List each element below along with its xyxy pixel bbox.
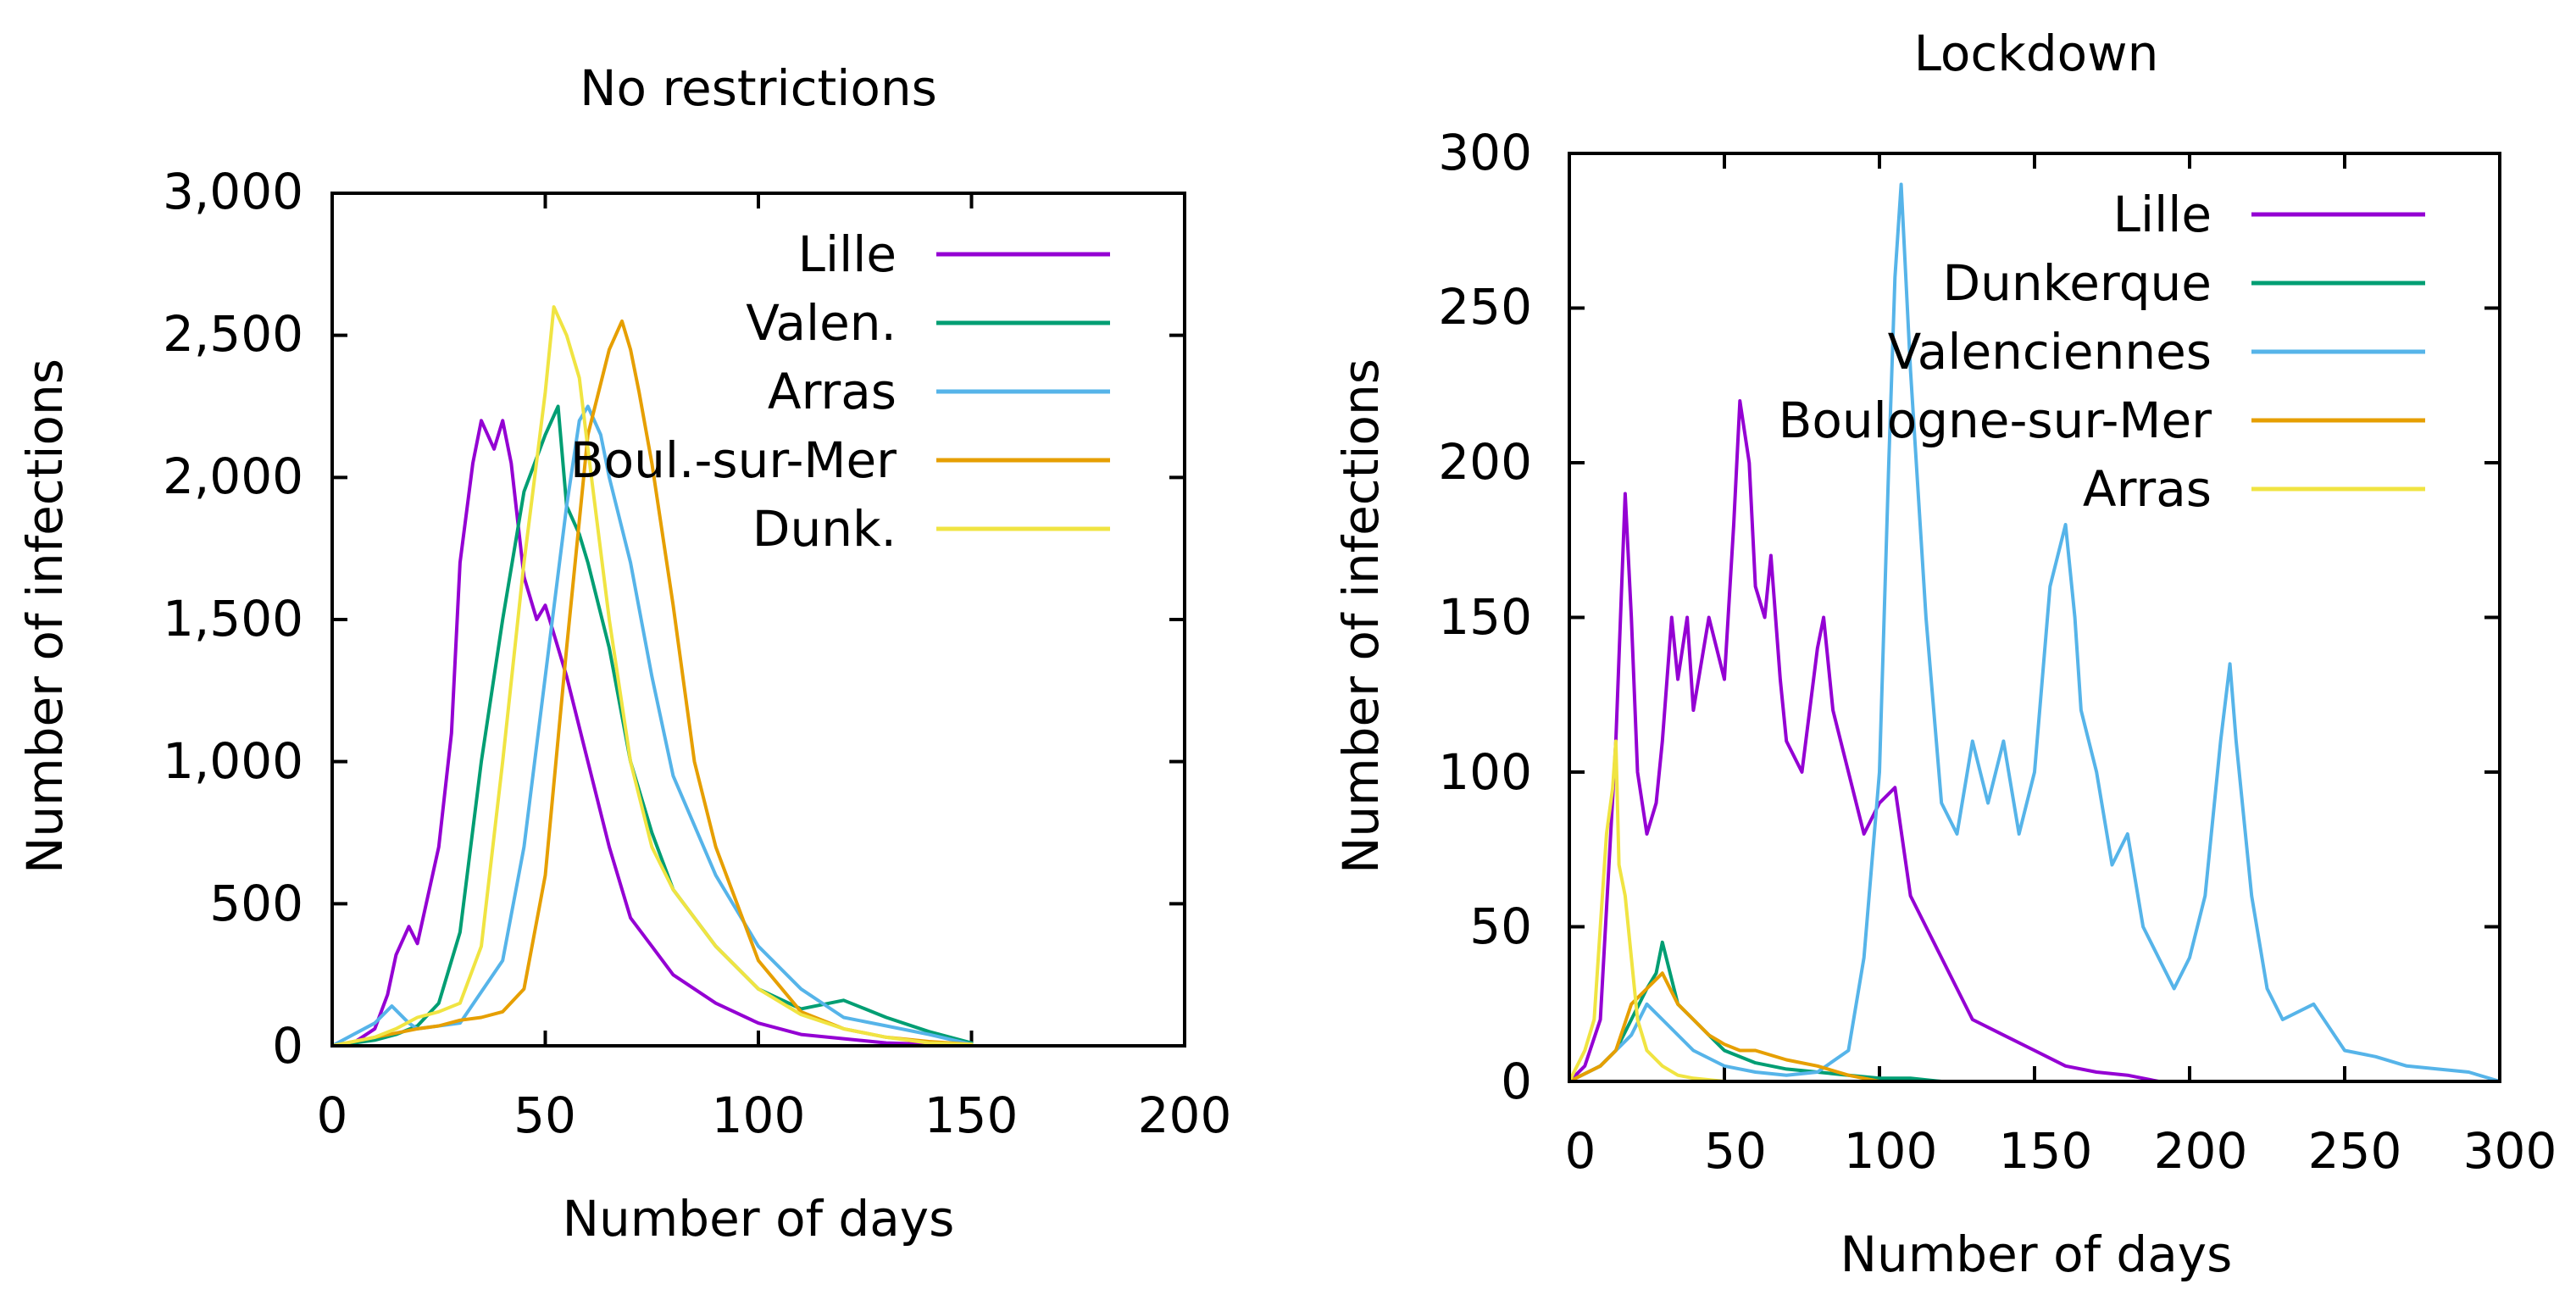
x-tick-label: 200 bbox=[1138, 1086, 1232, 1144]
plot-frame bbox=[330, 192, 1186, 1048]
y-tick-label: 2,500 bbox=[163, 305, 303, 363]
x-tick-label: 300 bbox=[2463, 1122, 2557, 1180]
y-tick-label: 1,500 bbox=[163, 590, 303, 647]
x-tick-label: 150 bbox=[924, 1086, 1019, 1144]
y-ticks: 0 50 100 150 200 250 300 bbox=[1438, 124, 1532, 1110]
x-tick-label: 150 bbox=[1999, 1122, 2093, 1180]
series-line-arras bbox=[1568, 739, 1757, 1083]
x-tick-label: 100 bbox=[1844, 1122, 1938, 1180]
x-tick-label: 50 bbox=[1704, 1122, 1767, 1180]
legend-label: Boulogne-sur-Mer bbox=[1779, 392, 2212, 449]
series-line-boulogne-sur-mer bbox=[1568, 971, 1881, 1083]
series-line-valen bbox=[330, 404, 974, 1048]
series-line-lille bbox=[1568, 399, 2161, 1083]
y-axis-label: Number of infections bbox=[16, 358, 74, 874]
legend-label: Arras bbox=[2083, 460, 2212, 518]
y-tick-label: 1,000 bbox=[163, 732, 303, 790]
x-ticks: 0 50 100 150 200 bbox=[317, 1086, 1232, 1144]
panel-lockdown: Lockdown Number of infections Number of … bbox=[1332, 25, 2557, 1283]
series-line-valenciennes bbox=[1568, 182, 2501, 1083]
legend-label: Boul.-sur-Mer bbox=[570, 431, 897, 489]
legend-label: Dunk. bbox=[752, 500, 897, 558]
y-tick-label: 3,000 bbox=[163, 163, 303, 220]
legend-label: Lille bbox=[798, 225, 897, 283]
chart-title: Lockdown bbox=[1914, 25, 2159, 82]
plot-area bbox=[1568, 182, 2501, 1083]
legend-label: Valenciennes bbox=[1888, 323, 2212, 381]
y-tick-label: 300 bbox=[1438, 124, 1532, 181]
legend-label: Dunkerque bbox=[1943, 254, 2212, 312]
y-tick-label: 2,000 bbox=[163, 447, 303, 505]
legend: Lille Dunkerque Valenciennes Boulogne-su… bbox=[1779, 186, 2425, 518]
panel-no-restrictions: No restrictions Number of infections Num… bbox=[16, 59, 1231, 1248]
y-tick-label: 150 bbox=[1438, 588, 1532, 646]
x-tick-label: 100 bbox=[712, 1086, 806, 1144]
y-tick-label: 100 bbox=[1438, 743, 1532, 801]
plot-frame bbox=[1568, 152, 2501, 1083]
chart-title: No restrictions bbox=[580, 59, 937, 117]
y-ticks: 0 500 1,000 1,500 2,000 2,500 3,000 bbox=[163, 163, 303, 1075]
legend-label: Lille bbox=[2113, 186, 2212, 243]
y-tick-label: 250 bbox=[1438, 278, 1532, 336]
y-tick-label: 50 bbox=[1469, 898, 1532, 955]
series-line-dunkerque bbox=[1568, 940, 1944, 1083]
legend: Lille Valen. Arras Boul.-sur-Mer Dunk. bbox=[570, 225, 1110, 558]
series-line-boul-sur-mer bbox=[330, 319, 974, 1048]
y-tick-label: 0 bbox=[272, 1017, 303, 1075]
x-ticks: 0 50 100 150 200 250 300 bbox=[1565, 1122, 2557, 1180]
series-line-dunk bbox=[330, 305, 974, 1048]
x-axis-label: Number of days bbox=[563, 1190, 955, 1248]
legend-label: Arras bbox=[768, 363, 897, 420]
x-tick-label: 0 bbox=[317, 1086, 348, 1144]
x-axis-label: Number of days bbox=[1840, 1225, 2233, 1283]
y-tick-label: 0 bbox=[1501, 1053, 1532, 1110]
x-tick-label: 200 bbox=[2154, 1122, 2248, 1180]
x-tick-label: 0 bbox=[1565, 1122, 1596, 1180]
legend-label: Valen. bbox=[746, 294, 897, 352]
y-tick-label: 200 bbox=[1438, 433, 1532, 491]
x-tick-label: 50 bbox=[514, 1086, 576, 1144]
x-tick-label: 250 bbox=[2308, 1122, 2402, 1180]
plot-area bbox=[330, 305, 974, 1048]
y-tick-label: 500 bbox=[209, 875, 303, 932]
y-axis-label: Number of infections bbox=[1332, 358, 1390, 874]
